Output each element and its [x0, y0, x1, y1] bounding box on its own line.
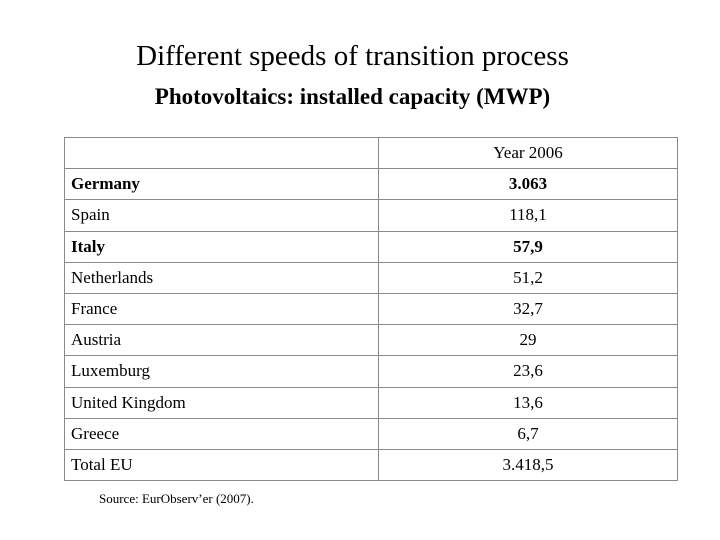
table-row: Italy 57,9	[64, 230, 678, 263]
country-cell: Spain	[64, 199, 379, 232]
country-cell: Greece	[64, 417, 379, 450]
table-row: Luxemburg 23,6	[64, 355, 678, 388]
header-year-cell: Year 2006	[378, 136, 678, 170]
table-header-row: Year 2006	[64, 136, 678, 170]
value-cell: 51,2	[378, 261, 678, 294]
header-label-cell	[64, 136, 379, 170]
country-cell: Total EU	[64, 448, 379, 482]
value-cell: 118,1	[378, 199, 678, 232]
country-cell: Luxemburg	[64, 355, 379, 388]
country-cell: Austria	[64, 324, 379, 357]
page-subtitle: Photovoltaics: installed capacity (MWP)	[154, 84, 551, 109]
country-cell: Germany	[64, 168, 379, 201]
table-row: Netherlands 51,2	[64, 261, 678, 294]
value-cell: 6,7	[378, 417, 678, 450]
value-cell: 3.418,5	[378, 448, 678, 482]
country-cell: Italy	[64, 230, 379, 263]
value-cell: 32,7	[378, 292, 678, 326]
table-row: Germany 3.063	[64, 168, 678, 201]
table-row: Spain 118,1	[64, 199, 678, 232]
table-row-total: Total EU 3.418,5	[64, 448, 678, 482]
table-row: Austria 29	[64, 324, 678, 357]
capacity-table: Year 2006 Germany 3.063 Spain 118,1 Ital…	[64, 136, 678, 482]
value-cell: 29	[378, 324, 678, 357]
country-cell: Netherlands	[64, 261, 379, 294]
source-note: Source: EurObserv’er (2007).	[99, 491, 254, 506]
value-cell: 57,9	[378, 230, 678, 263]
value-cell: 13,6	[378, 386, 678, 419]
page-title: Different speeds of transition process	[136, 40, 569, 72]
table-row: United Kingdom 13,6	[64, 386, 678, 419]
value-cell: 3.063	[378, 168, 678, 201]
country-cell: United Kingdom	[64, 386, 379, 419]
value-cell: 23,6	[378, 355, 678, 388]
table-row: France 32,7	[64, 292, 678, 326]
country-cell: France	[64, 292, 379, 326]
table-row: Greece 6,7	[64, 417, 678, 450]
